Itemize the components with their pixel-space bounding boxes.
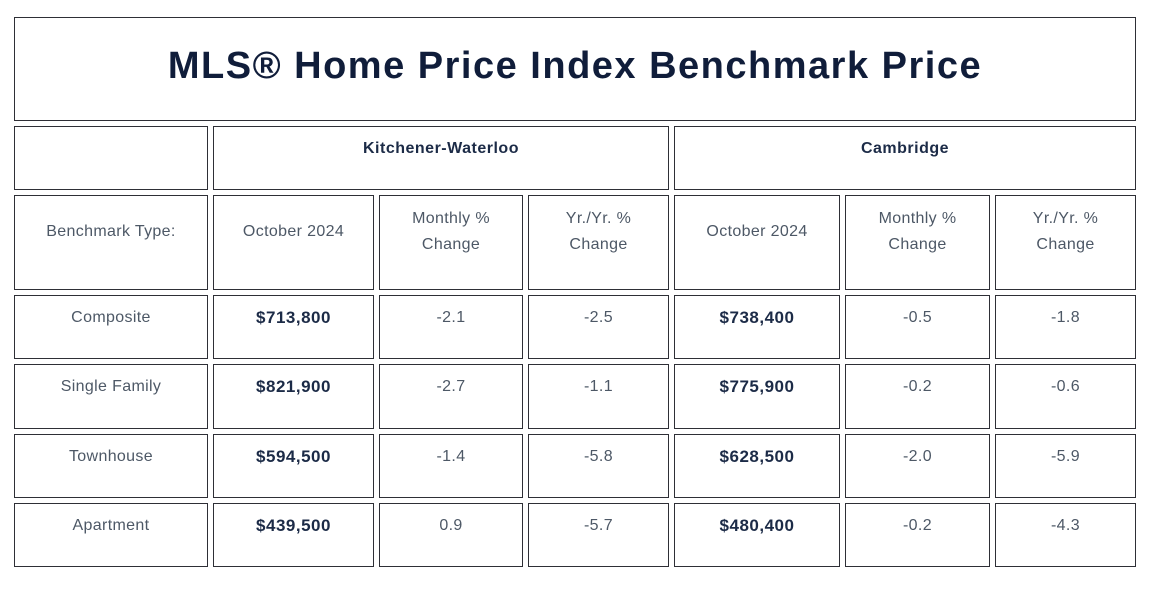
kw-price-cell: $821,900: [213, 364, 374, 429]
kw-yr-change-cell: -5.7: [528, 503, 669, 567]
col-header-kw-yr-change-label: Yr./Yr. % Change: [565, 210, 632, 253]
cambridge-price-cell: $628,500: [674, 434, 840, 498]
col-header-kw-yr-change: Yr./Yr. % Change: [528, 195, 669, 290]
cambridge-yr-change-cell: -4.3: [995, 503, 1136, 567]
cambridge-price-cell: $738,400: [674, 295, 840, 359]
col-header-cambridge-yr-change-label: Yr./Yr. % Change: [1032, 210, 1099, 253]
region-header-kitchener-waterloo: Kitchener-Waterloo: [213, 126, 669, 190]
col-header-cambridge-period-label: October 2024: [706, 223, 808, 240]
kw-price-cell: $713,800: [213, 295, 374, 359]
region-header-spacer: [14, 126, 208, 190]
kw-price-cell: $594,500: [213, 434, 374, 498]
col-header-kw-monthly-change-label: Monthly % Change: [412, 210, 490, 253]
cambridge-monthly-change-cell: -2.0: [845, 434, 990, 498]
col-header-kw-period: October 2024: [213, 195, 374, 290]
cambridge-yr-change-cell: -0.6: [995, 364, 1136, 429]
cambridge-price-cell: $775,900: [674, 364, 840, 429]
col-header-kw-monthly-change: Monthly % Change: [379, 195, 523, 290]
benchmark-label-cell: Apartment: [14, 503, 208, 567]
kw-price-cell: $439,500: [213, 503, 374, 567]
benchmark-label-cell: Single Family: [14, 364, 208, 429]
cambridge-price-cell: $480,400: [674, 503, 840, 567]
col-header-cambridge-monthly-change-label: Monthly % Change: [878, 210, 957, 253]
col-header-cambridge-monthly-change: Monthly % Change: [845, 195, 990, 290]
col-header-kw-period-label: October 2024: [242, 223, 345, 240]
col-header-cambridge-yr-change: Yr./Yr. % Change: [995, 195, 1136, 290]
page-title: MLS® Home Price Index Benchmark Price: [167, 45, 983, 87]
cambridge-monthly-change-cell: -0.2: [845, 364, 990, 429]
kw-monthly-change-cell: -2.1: [379, 295, 523, 359]
col-header-cambridge-period: October 2024: [674, 195, 840, 290]
benchmark-label-cell: Townhouse: [14, 434, 208, 498]
col-header-benchmark-type: Benchmark Type:: [14, 195, 208, 290]
kw-yr-change-cell: -1.1: [528, 364, 669, 429]
kw-yr-change-cell: -5.8: [528, 434, 669, 498]
kw-yr-change-cell: -2.5: [528, 295, 669, 359]
kw-monthly-change-cell: -1.4: [379, 434, 523, 498]
benchmark-price-table: MLS® Home Price Index Benchmark Price Ki…: [14, 17, 1149, 567]
cambridge-yr-change-cell: -5.9: [995, 434, 1136, 498]
kw-monthly-change-cell: 0.9: [379, 503, 523, 567]
benchmark-label-cell: Composite: [14, 295, 208, 359]
title-box: MLS® Home Price Index Benchmark Price: [14, 17, 1136, 121]
region-header-cambridge: Cambridge: [674, 126, 1136, 190]
cambridge-yr-change-cell: -1.8: [995, 295, 1136, 359]
cambridge-monthly-change-cell: -0.5: [845, 295, 990, 359]
col-header-benchmark-type-label: Benchmark Type:: [46, 223, 176, 240]
kw-monthly-change-cell: -2.7: [379, 364, 523, 429]
cambridge-monthly-change-cell: -0.2: [845, 503, 990, 567]
